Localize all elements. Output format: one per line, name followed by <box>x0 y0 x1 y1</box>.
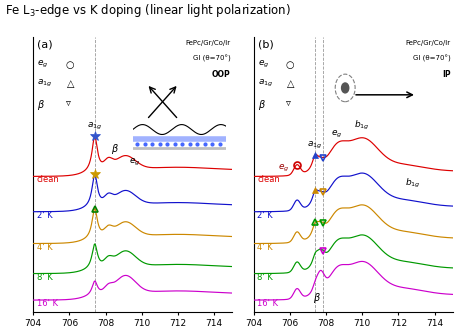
Text: 4' K: 4' K <box>257 243 273 252</box>
Text: 4' K: 4' K <box>37 243 53 252</box>
Text: $a_{1g}$: $a_{1g}$ <box>308 139 323 151</box>
Text: $e_g$: $e_g$ <box>37 59 48 70</box>
Text: IP: IP <box>442 70 451 79</box>
Text: OOP: OOP <box>211 70 230 79</box>
Text: $e_g$: $e_g$ <box>129 157 140 168</box>
Text: GI (θ=70°): GI (θ=70°) <box>192 55 230 62</box>
Text: $a_{1g}$: $a_{1g}$ <box>87 121 102 132</box>
Circle shape <box>342 83 349 93</box>
Text: 2' K: 2' K <box>257 211 273 220</box>
Text: $a_{1g}$: $a_{1g}$ <box>37 78 53 89</box>
Text: 2' K: 2' K <box>37 211 53 220</box>
Text: $\triangledown$: $\triangledown$ <box>285 97 292 108</box>
Text: $\bigcirc$: $\bigcirc$ <box>285 59 295 71</box>
Text: 8' K: 8' K <box>257 272 273 282</box>
Text: Fe L$_3$-edge vs K doping (linear light polarization): Fe L$_3$-edge vs K doping (linear light … <box>5 2 291 19</box>
Text: $b_{1g}$: $b_{1g}$ <box>405 176 420 190</box>
Text: (a): (a) <box>37 40 53 50</box>
Text: 8' K: 8' K <box>37 272 53 282</box>
Text: $\triangle$: $\triangle$ <box>285 78 297 90</box>
Text: $e_g$: $e_g$ <box>331 129 343 140</box>
Text: $e_g$: $e_g$ <box>257 59 269 70</box>
Text: clean: clean <box>257 175 280 184</box>
Text: clean: clean <box>37 175 60 184</box>
Text: FePc/Gr/Co/Ir: FePc/Gr/Co/Ir <box>185 40 230 46</box>
Text: 16' K: 16' K <box>257 299 278 308</box>
Text: $\bigcirc$: $\bigcirc$ <box>65 59 75 71</box>
Text: $\beta$: $\beta$ <box>257 97 265 112</box>
Text: $\beta$: $\beta$ <box>313 291 321 305</box>
Text: (b): (b) <box>257 40 273 50</box>
Text: $e_g$: $e_g$ <box>278 163 290 174</box>
Text: $\beta$: $\beta$ <box>37 97 45 112</box>
Text: GI (θ=70°): GI (θ=70°) <box>413 55 451 62</box>
Text: $\beta$: $\beta$ <box>111 142 119 156</box>
Text: $b_{1g}$: $b_{1g}$ <box>355 119 370 132</box>
Text: $\triangledown$: $\triangledown$ <box>65 97 72 108</box>
Text: 16' K: 16' K <box>37 299 58 308</box>
Text: $a_{1g}$: $a_{1g}$ <box>257 78 273 89</box>
Text: FePc/Gr/Co/Ir: FePc/Gr/Co/Ir <box>406 40 451 46</box>
Text: $\triangle$: $\triangle$ <box>65 78 76 90</box>
